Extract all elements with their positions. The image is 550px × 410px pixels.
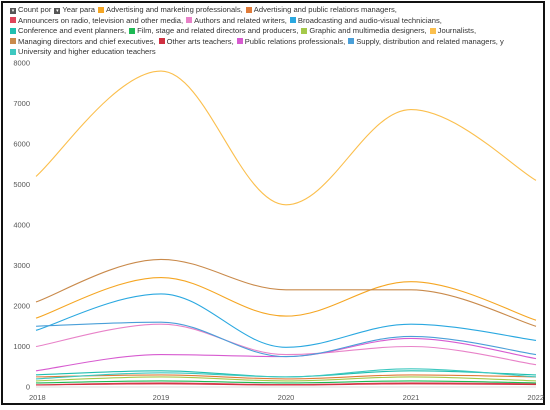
legend-item[interactable]: Advertising and public relations manager… <box>245 5 397 16</box>
y-tick-label: 1000 <box>13 342 30 351</box>
legend-item[interactable]: Conference and event planners, <box>10 26 126 37</box>
legend-label: Supply, distribution and related manager… <box>356 36 504 46</box>
legend-item[interactable]: Journalists, <box>429 26 477 37</box>
x-tick-label: 2019 <box>153 393 170 402</box>
legend-label: Graphic and multimedia designers, <box>309 26 427 36</box>
legend-swatch <box>186 17 193 24</box>
y-tick-label: 8000 <box>13 59 30 68</box>
legend-label: Authors and related writers, <box>194 15 287 25</box>
legend-label: University and higher education teachers <box>18 47 156 57</box>
sort-icon: ▾ <box>10 8 16 14</box>
legend-swatch <box>236 38 243 45</box>
y-tick-label: 5000 <box>13 180 30 189</box>
legend-swatch <box>158 38 165 45</box>
legend-swatch <box>10 27 16 34</box>
legend-label: Broadcasting and audio-visual technician… <box>297 15 442 25</box>
series-line-0[interactable] <box>35 277 537 321</box>
legend-swatch <box>129 27 136 34</box>
legend-item[interactable]: Other arts teachers, <box>158 36 234 48</box>
x-tick-label: 2020 <box>278 393 295 402</box>
legend-control-label: Year para <box>62 5 96 14</box>
legend-item[interactable]: Supply, distribution and related manager… <box>348 37 504 48</box>
series-line-9[interactable] <box>35 258 537 327</box>
legend-label: Other arts teachers, <box>166 36 234 46</box>
legend-swatch <box>10 48 16 55</box>
y-tick-label: 2000 <box>13 302 30 311</box>
legend-item[interactable]: Broadcasting and audio-visual technician… <box>289 15 442 27</box>
legend-item[interactable]: Advertising and marketing professionals, <box>98 5 243 16</box>
series-line-7[interactable] <box>35 376 537 382</box>
legend-item[interactable]: Film, stage and related directors and pr… <box>129 26 298 37</box>
legend-swatch <box>10 17 16 24</box>
legend-swatch <box>10 38 16 45</box>
legend-swatch <box>348 38 355 45</box>
legend-item[interactable]: University and higher education teachers <box>10 47 156 58</box>
series-line-6[interactable] <box>35 380 537 384</box>
x-tick-label: 2018 <box>29 393 46 402</box>
series-line-10[interactable] <box>35 383 537 386</box>
legend-swatch <box>289 17 296 24</box>
legend-item[interactable]: Public relations professionals, <box>236 36 346 48</box>
legend-label: Managing directors and chief executives, <box>18 36 156 46</box>
legend-item[interactable]: Authors and related writers, <box>186 16 287 27</box>
legend-control-0[interactable]: ▾ Count por <box>10 5 51 16</box>
y-tick-label: 6000 <box>13 140 30 149</box>
series-line-12[interactable] <box>35 321 537 358</box>
legend-item[interactable]: Announcers on radio, television and othe… <box>10 16 183 27</box>
legend-item[interactable]: Managing directors and chief executives, <box>10 37 156 48</box>
legend-control-1[interactable]: ▾ Year para <box>54 5 95 16</box>
series-line-13[interactable] <box>35 368 537 380</box>
y-tick-label: 0 <box>26 383 30 392</box>
legend-control-label: Count por <box>18 5 52 14</box>
series-line-1[interactable] <box>35 374 537 380</box>
legend-label: Film, stage and related directors and pr… <box>137 26 299 36</box>
x-tick-label: 2021 <box>403 393 420 402</box>
series-line-4[interactable] <box>35 293 537 348</box>
x-tick-label: 2022 <box>527 393 544 402</box>
legend-label: Conference and event planners, <box>18 26 127 36</box>
y-tick-label: 7000 <box>13 99 30 108</box>
legend-swatch <box>429 27 436 34</box>
legend-label: Advertising and marketing professionals, <box>106 5 243 14</box>
y-tick-label: 4000 <box>13 221 30 230</box>
chart-legend: ▾ Count por ▾ Year para Advertising and mark… <box>10 5 540 58</box>
legend-swatch <box>98 6 105 13</box>
legend-label: Public relations professionals, <box>244 36 346 46</box>
y-tick-label: 3000 <box>13 261 30 270</box>
series-line-3[interactable] <box>35 323 537 366</box>
legend-item[interactable]: Graphic and multimedia designers, <box>301 26 427 37</box>
series-line-8[interactable] <box>35 70 537 206</box>
legend-label: Announcers on radio, television and othe… <box>18 15 184 25</box>
legend-label: Advertising and public relations manager… <box>253 5 397 14</box>
legend-swatch <box>301 27 308 34</box>
sort-icon: ▾ <box>54 8 61 14</box>
legend-swatch <box>245 6 252 13</box>
legend-label: Journalists, <box>437 26 477 36</box>
chart-frame <box>1 1 545 405</box>
